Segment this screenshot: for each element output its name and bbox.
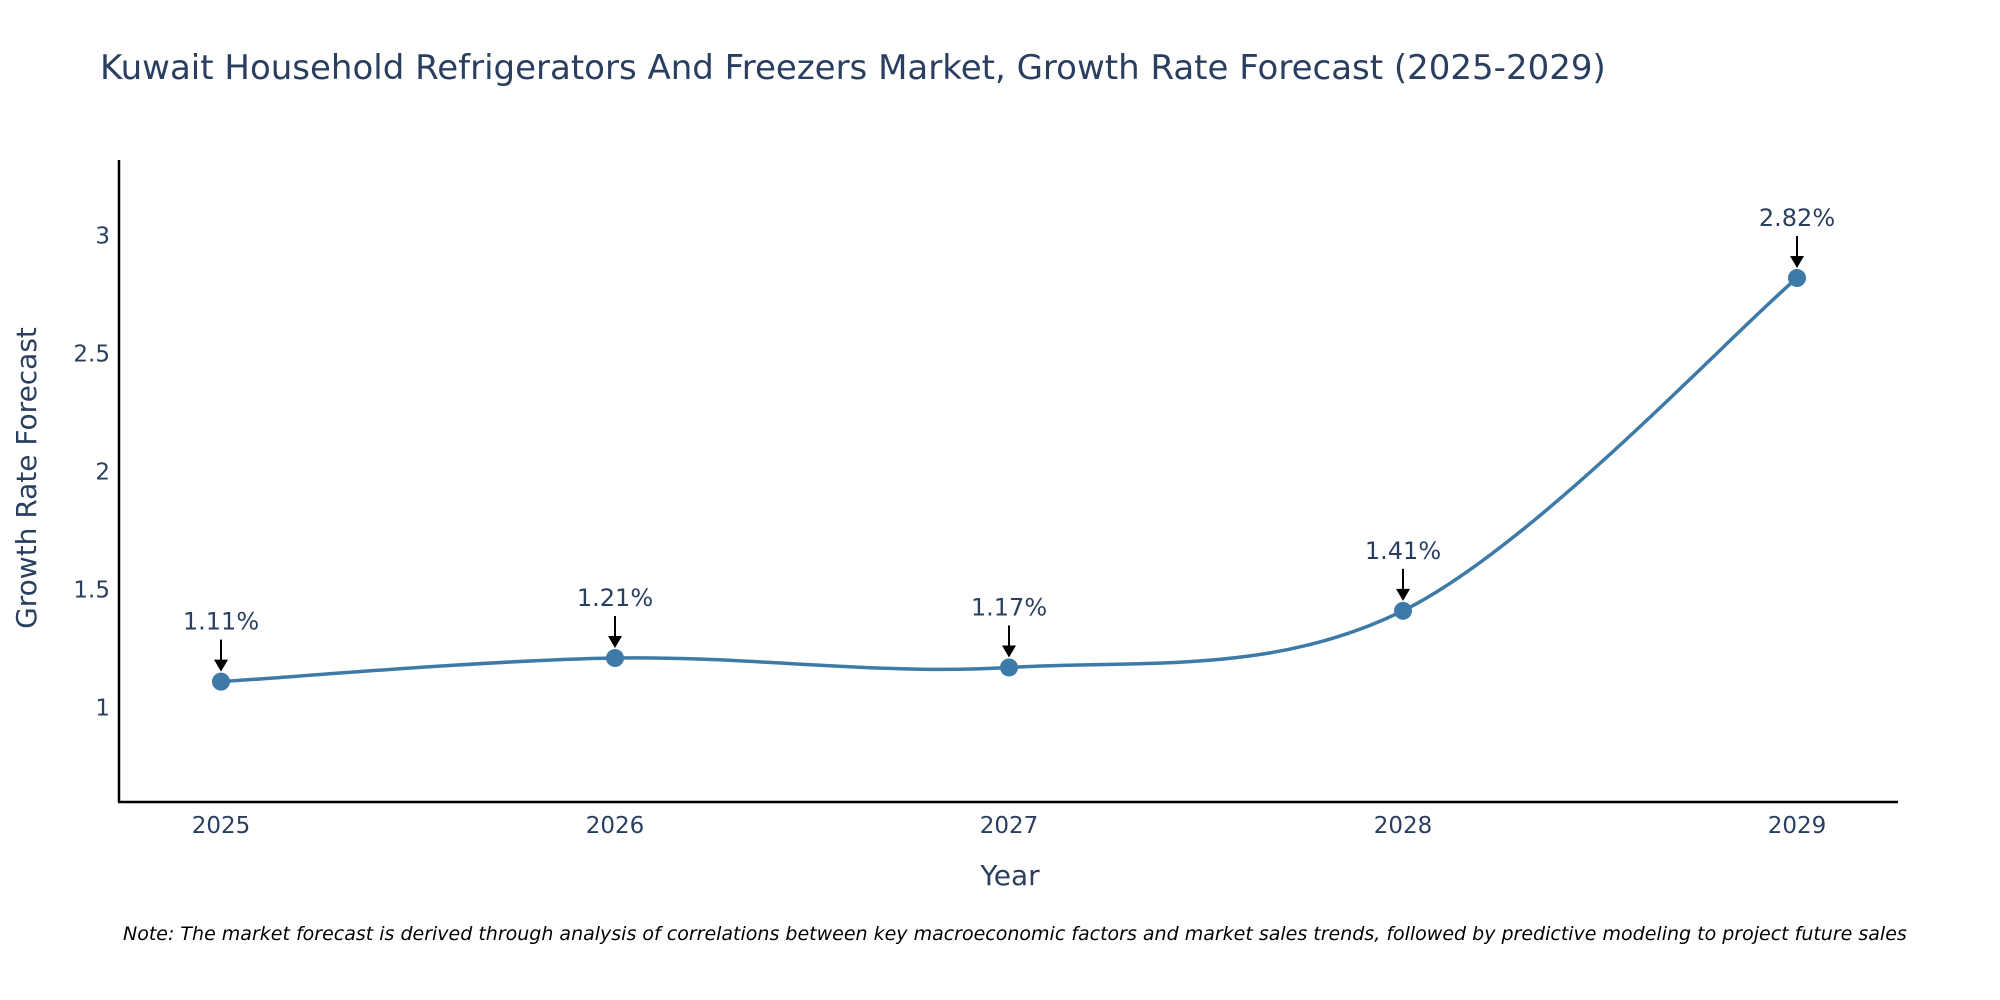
y-tick-label: 1.5: [73, 578, 110, 604]
annotation-arrow-head: [608, 636, 622, 649]
data-point-2028: [1394, 601, 1412, 620]
x-axis-ticks: 2025 2026 2027 2028 2029: [192, 813, 1827, 839]
data-label-2027: 1.17%: [971, 593, 1047, 621]
x-tick-label: 2028: [1374, 813, 1433, 839]
data-annotations: 1.11% 1.21% 1.17% 1.41% 2.82%: [183, 204, 1835, 672]
data-point-2025: [212, 672, 230, 691]
y-axis-title: Growth Rate Forecast: [10, 327, 43, 629]
annotation-arrow-head: [1790, 256, 1804, 269]
x-tick-label: 2029: [1768, 813, 1827, 839]
y-tick-label: 2: [95, 460, 110, 486]
data-point-2029: [1788, 269, 1806, 288]
data-points: [212, 269, 1806, 691]
data-label-2028: 1.41%: [1365, 537, 1441, 565]
data-point-2027: [1000, 658, 1018, 677]
data-point-2026: [606, 649, 624, 668]
y-axis-ticks: 1 1.5 2 2.5 3: [73, 224, 110, 722]
annotation-arrow-head: [1396, 588, 1410, 601]
annotation-arrow-head: [1002, 645, 1016, 658]
series-line: [220, 276, 1799, 684]
x-tick-label: 2026: [586, 813, 645, 839]
annotation-arrow-head: [214, 659, 228, 672]
x-tick-label: 2025: [192, 813, 251, 839]
x-tick-label: 2027: [980, 813, 1039, 839]
y-tick-label: 3: [95, 224, 110, 250]
data-label-2029: 2.82%: [1759, 204, 1835, 232]
y-tick-label: 2.5: [73, 342, 110, 368]
data-label-2025: 1.11%: [183, 608, 259, 636]
data-label-2026: 1.21%: [577, 584, 653, 612]
footnote: Note: The market forecast is derived thr…: [123, 923, 1907, 945]
chart-title: Kuwait Household Refrigerators And Freez…: [100, 48, 1606, 88]
y-tick-label: 1: [95, 696, 110, 722]
x-axis-title: Year: [979, 859, 1040, 892]
